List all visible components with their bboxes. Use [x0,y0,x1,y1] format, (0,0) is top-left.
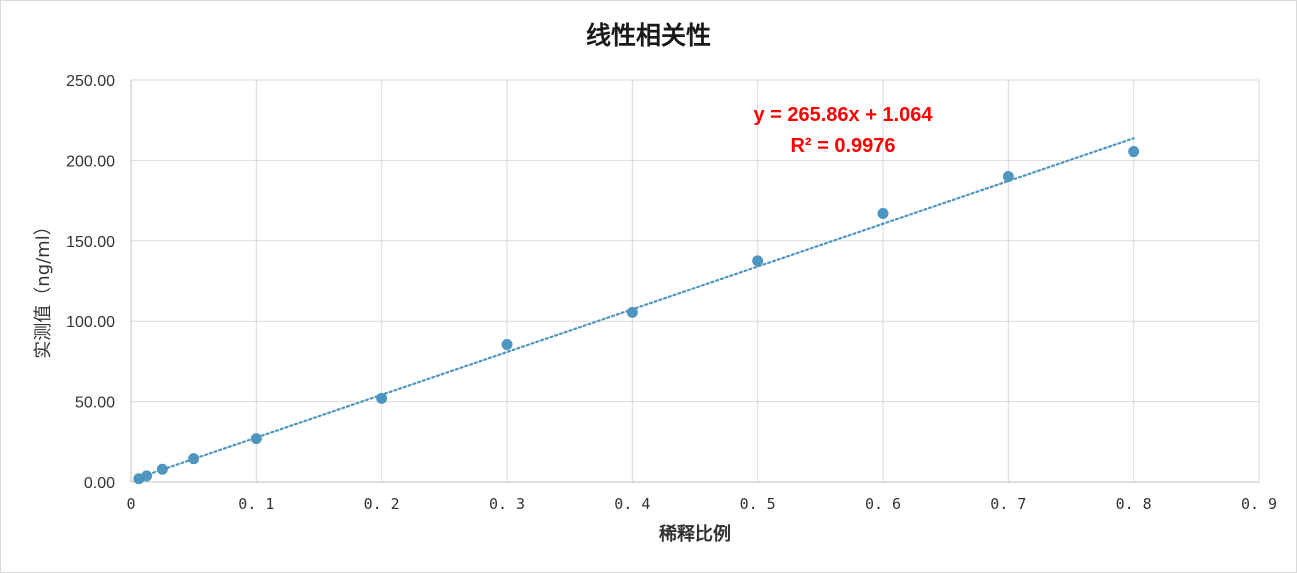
trendline-equation-box: y = 265.86x + 1.064 R² = 0.9976 [700,100,986,162]
data-point [188,453,200,465]
x-tick-label: 0. 3 [489,495,525,513]
data-point [156,463,168,475]
x-tick-label: 0. 5 [740,495,776,513]
trendline-path [137,137,1135,479]
x-tick-label: 0. 1 [238,495,274,513]
x-tick-label: 0. 6 [865,495,901,513]
x-axis-label: 稀释比例 [659,524,731,545]
y-tick-label: 100.00 [66,314,115,331]
data-points [133,146,1140,485]
data-point [1128,146,1140,158]
data-point [1002,170,1014,182]
y-axis-label: 实测值（ng/ml） [33,217,54,359]
y-tick-label: 150.00 [66,234,115,251]
trendline-r-squared: R² = 0.9976 [790,135,896,157]
trendline [137,137,1135,479]
data-point [877,207,889,219]
y-tick-label: 200.00 [66,153,115,170]
y-tick-label: 0.00 [84,475,115,492]
y-tick-label: 250.00 [66,73,115,90]
data-point [752,255,764,267]
tick-labels: 0.00 50.00 100.00 150.00 200.00 250.00 0 0. 1 0.… [66,73,1277,513]
data-point [141,470,153,482]
data-point [626,306,638,318]
x-tick-label: 0. 2 [364,495,400,513]
y-tick-label: 50.00 [75,395,115,412]
trendline-equation: y = 265.86x + 1.064 [753,104,933,126]
axes [130,80,1259,483]
data-point [250,433,262,445]
x-tick-label: 0. 4 [614,495,650,513]
x-tick-label: 0 [126,495,135,513]
x-tick-label: 0. 9 [1241,495,1277,513]
data-point [501,339,513,351]
chart-title: 线性相关性 [585,21,711,50]
x-tick-label: 0. 7 [990,495,1026,513]
data-point [376,392,388,404]
x-tick-label: 0. 8 [1116,495,1152,513]
